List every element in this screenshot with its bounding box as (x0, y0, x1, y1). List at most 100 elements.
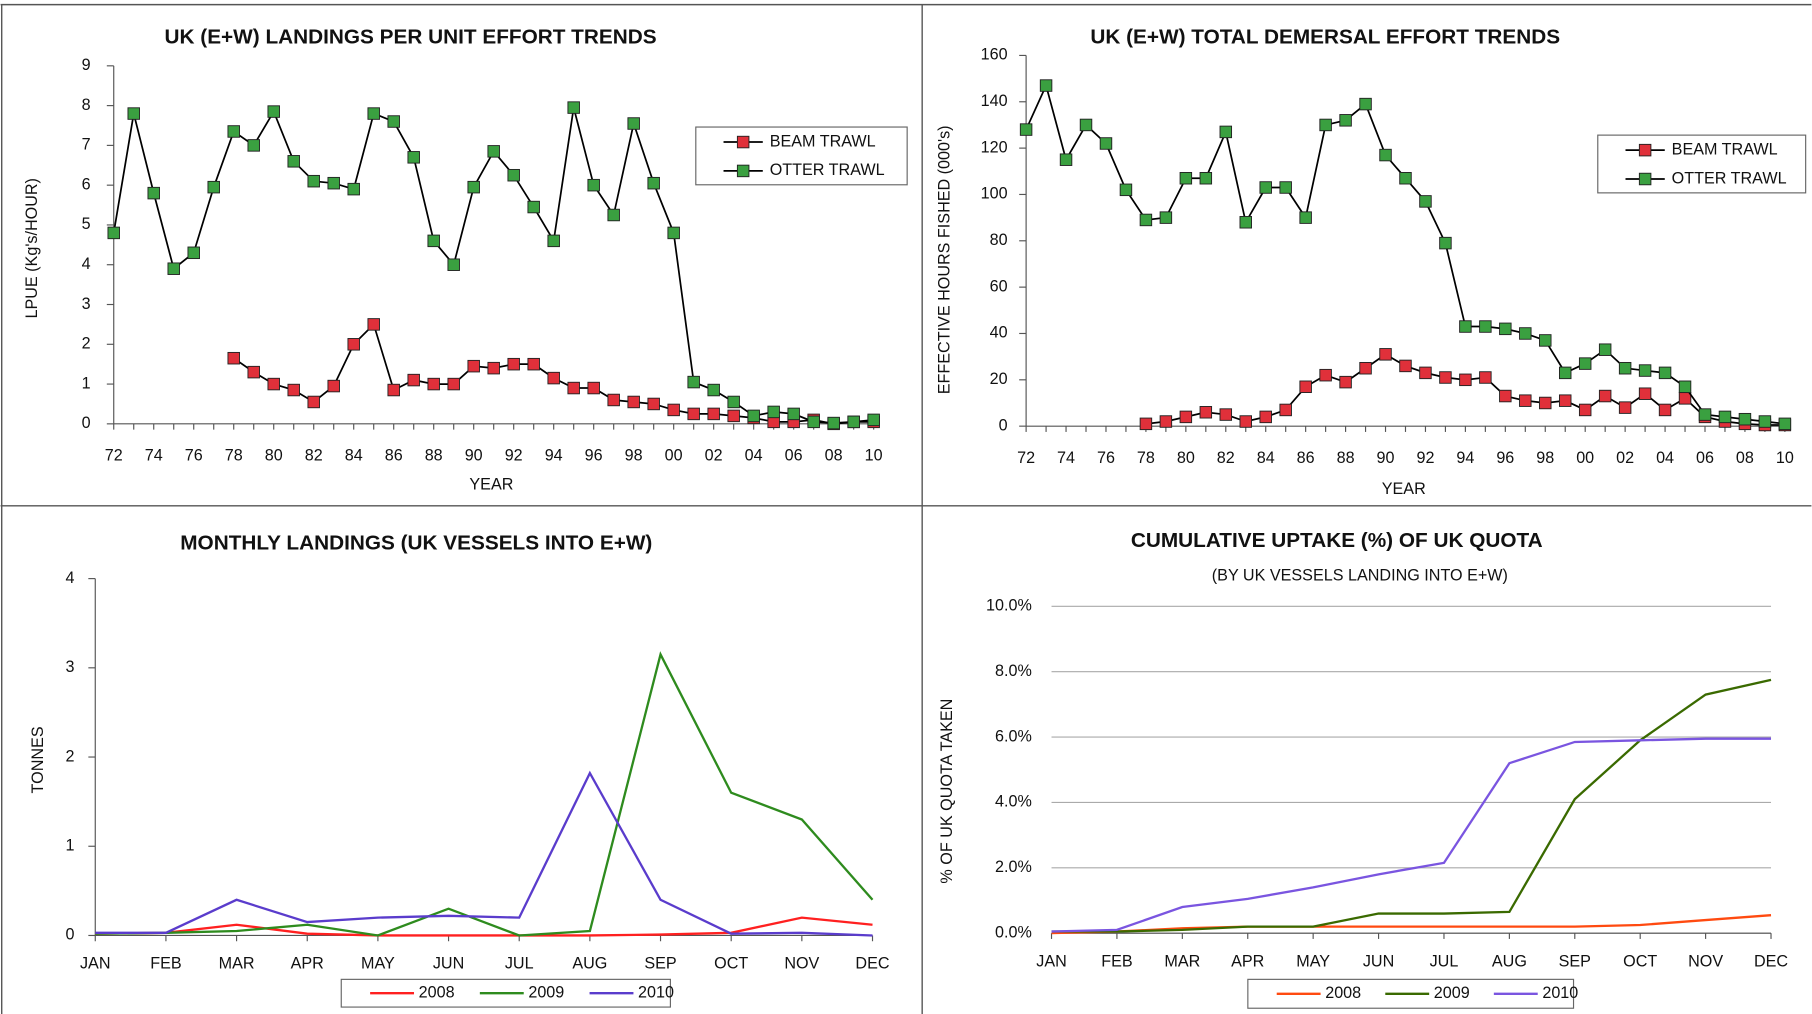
marker (647, 176, 660, 190)
marker (1459, 373, 1472, 387)
marker (507, 357, 520, 371)
legend-label: 2009 (1434, 984, 1470, 1002)
marker (1499, 389, 1512, 403)
marker (1678, 392, 1692, 405)
marker (1279, 403, 1292, 417)
marker (567, 381, 580, 395)
x-tick-label: JUL (1430, 952, 1459, 970)
marker (1539, 334, 1552, 347)
x-tick-label: FEB (1101, 952, 1132, 970)
x-tick-label: SEP (1559, 952, 1591, 970)
x-tick-label: AUG (572, 955, 607, 973)
series-line (95, 916, 873, 937)
x-tick-label: 00 (1576, 449, 1594, 467)
legend-marker (1638, 172, 1652, 186)
marker (1139, 213, 1153, 227)
marker (1618, 361, 1632, 375)
marker (1359, 361, 1372, 375)
marker (1319, 118, 1332, 132)
marker (407, 373, 420, 387)
x-tick-label: 90 (1377, 449, 1395, 467)
y-tick-label: 4 (65, 569, 74, 587)
marker (147, 186, 160, 200)
legend-label: OTTER TRAWL (1672, 169, 1787, 187)
marker (507, 168, 520, 182)
marker (447, 258, 460, 271)
x-tick-label: 80 (1177, 449, 1195, 467)
y-tick-label: 140 (981, 92, 1008, 110)
marker (627, 117, 640, 130)
marker (1299, 211, 1312, 224)
x-tick-label: 86 (1297, 449, 1315, 467)
legend-label: 2010 (638, 983, 674, 1001)
y-axis-label: EFFECTIVE HOURS FISHED (000's) (936, 125, 954, 394)
x-tick-label: JUL (505, 955, 534, 973)
x-tick-label: 06 (785, 446, 803, 464)
x-tick-label: 76 (185, 446, 203, 464)
marker (1519, 327, 1532, 340)
series-line (1051, 678, 1772, 933)
marker (1718, 410, 1732, 424)
y-tick-label: 100 (981, 185, 1008, 203)
marker (1558, 394, 1572, 407)
y-tick-label: 120 (981, 138, 1008, 156)
x-tick-label: NOV (784, 955, 819, 973)
x-tick-label: 92 (505, 446, 523, 464)
x-tick-label: 98 (1536, 449, 1554, 467)
marker (1219, 125, 1233, 139)
x-tick-label: 00 (665, 446, 683, 464)
marker (1399, 172, 1412, 185)
legend-label: 2009 (528, 983, 564, 1001)
legend-label: 2008 (1325, 984, 1361, 1002)
marker (1578, 403, 1592, 417)
x-tick-label: 94 (1456, 449, 1474, 467)
y-tick-label: 3 (82, 295, 91, 313)
x-tick-label: 08 (825, 446, 843, 464)
x-tick-label: OCT (1623, 952, 1657, 970)
marker (187, 246, 200, 260)
y-tick-label: 10.0% (986, 597, 1032, 615)
series-line (95, 770, 873, 937)
y-tick-label: 7 (82, 136, 91, 154)
marker (227, 125, 240, 138)
marker (247, 139, 260, 152)
marker (1439, 236, 1452, 250)
x-tick-label: 82 (305, 446, 323, 464)
marker (1319, 368, 1332, 382)
marker (727, 409, 740, 423)
x-tick-label: 02 (705, 446, 723, 464)
x-tick-label: 06 (1696, 449, 1714, 467)
marker (1159, 211, 1173, 224)
x-axis-label: YEAR (1382, 480, 1426, 498)
x-tick-label: 94 (545, 446, 563, 464)
marker (387, 383, 400, 397)
legend-label: 2008 (419, 983, 455, 1001)
marker (467, 180, 480, 194)
marker (1259, 181, 1272, 194)
marker (367, 107, 380, 120)
marker (1578, 357, 1592, 370)
marker (1039, 79, 1053, 92)
y-axis-label: TONNES (29, 726, 47, 793)
marker (107, 226, 120, 240)
marker (1239, 216, 1252, 229)
y-tick-label: 2 (82, 335, 91, 353)
x-tick-label: SEP (644, 955, 676, 973)
x-tick-label: APR (291, 955, 324, 973)
marker (1179, 410, 1193, 424)
marker (1279, 181, 1292, 194)
y-tick-label: 2.0% (995, 858, 1032, 876)
marker (847, 415, 860, 429)
x-tick-label: 82 (1217, 449, 1235, 467)
x-tick-label: MAR (1164, 952, 1200, 970)
y-tick-label: 8 (82, 96, 91, 114)
marker (127, 107, 140, 120)
marker (347, 182, 360, 196)
marker (1778, 417, 1792, 431)
marker (687, 407, 700, 421)
marker (267, 377, 280, 391)
marker (1539, 396, 1552, 410)
legend-label: OTTER TRAWL (770, 161, 885, 179)
marker (1598, 389, 1612, 403)
